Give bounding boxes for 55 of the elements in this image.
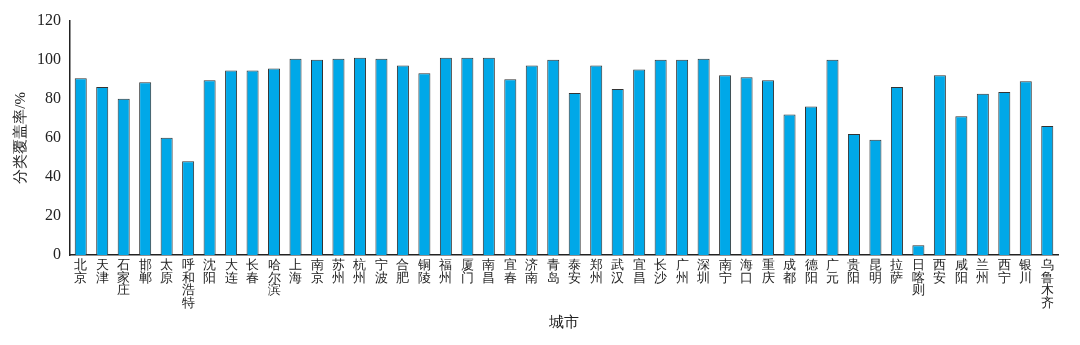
x-tick-label: 铜陵 — [416, 256, 431, 285]
x-tick-label: 南京 — [310, 256, 324, 285]
x-tick-label: 郑州 — [589, 256, 603, 285]
x-tick-label: 石家庄 — [117, 256, 131, 298]
x-axis-title: 城市 — [548, 313, 579, 330]
x-tick-label: 沈阳 — [203, 256, 217, 285]
x-tick-label: 太原 — [160, 256, 174, 285]
x-tick-label: 兰州 — [976, 256, 990, 285]
x-tick-label: 济南 — [525, 256, 539, 285]
x-tick-label: 海口 — [740, 256, 754, 285]
x-tick-label: 哈尔滨 — [267, 256, 281, 298]
x-tick-label: 西宁 — [997, 256, 1011, 285]
x-tick-label: 宁波 — [374, 256, 388, 285]
x-tick-label: 贵阳 — [847, 256, 861, 285]
x-tick-label: 宜春 — [503, 256, 517, 285]
x-tick-label: 咸阳 — [954, 256, 968, 285]
x-tick-label: 德阳 — [804, 256, 818, 285]
x-tick-label: 长春 — [246, 256, 260, 285]
x-tick-label: 西安 — [933, 256, 947, 285]
x-tick-label: 拉萨 — [890, 256, 904, 285]
y-tick-label: 20 — [45, 206, 61, 224]
x-tick-label: 宜昌 — [632, 256, 646, 285]
x-tick-label: 福州 — [439, 256, 453, 285]
x-tick-label: 广州 — [675, 256, 689, 285]
y-tick-label: 40 — [45, 167, 61, 185]
y-tick-label: 100 — [37, 49, 61, 67]
x-tick-label: 南宁 — [718, 256, 732, 285]
x-tick-label: 上海 — [289, 256, 303, 285]
y-tick-label: 120 — [37, 10, 61, 28]
x-tick-label: 长沙 — [654, 256, 668, 285]
y-tick-label: 80 — [45, 88, 61, 106]
y-tick-label: 0 — [53, 245, 61, 263]
x-tick-label: 武汉 — [611, 256, 625, 285]
x-tick-label: 呼和浩特 — [181, 256, 195, 311]
x-tick-label: 邯郸 — [138, 256, 152, 285]
x-tick-label: 银川 — [1018, 256, 1033, 285]
x-tick-label: 苏州 — [331, 256, 345, 285]
x-tick-label: 天津 — [95, 256, 109, 285]
x-tick-label: 成都 — [783, 256, 797, 285]
y-axis-title: 分类覆盖率/% — [11, 91, 28, 184]
x-tick-label: 日喀则 — [911, 256, 925, 298]
x-tick-label: 广元 — [825, 256, 839, 285]
x-tick-label: 重庆 — [761, 256, 775, 285]
x-tick-label: 合肥 — [396, 256, 410, 285]
x-tick-label: 南昌 — [482, 256, 496, 285]
x-tick-label: 昆明 — [868, 256, 882, 285]
x-tick-label: 青岛 — [546, 256, 560, 285]
x-tick-label: 深圳 — [696, 256, 711, 285]
x-tick-label: 杭州 — [352, 256, 367, 285]
x-tick-label: 泰安 — [568, 256, 582, 285]
x-tick-label: 北京 — [74, 256, 88, 285]
x-tick-label: 厦门 — [460, 256, 474, 285]
x-tick-label: 大连 — [224, 256, 238, 285]
x-tick-label: 乌鲁木齐 — [1040, 256, 1054, 311]
y-tick-label: 60 — [45, 128, 61, 146]
